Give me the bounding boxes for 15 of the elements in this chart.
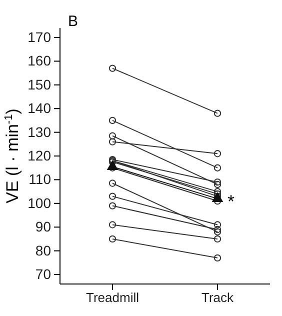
x-tick-label: Track xyxy=(201,290,234,306)
y-tick-label: 150 xyxy=(28,76,52,92)
y-tick-label: 110 xyxy=(28,171,52,188)
y-tick-label: 70 xyxy=(35,266,52,282)
y-tick-label: 170 xyxy=(28,28,52,45)
annotation: B xyxy=(68,13,78,30)
annotation: * xyxy=(228,192,235,212)
y-tick-label: 100 xyxy=(28,194,52,211)
y-tick-label: 160 xyxy=(28,52,52,69)
y-tick-label: 80 xyxy=(35,242,52,258)
y-tick-label: 90 xyxy=(35,218,52,235)
y-tick-label: 130 xyxy=(28,124,52,140)
x-tick-label: Treadmill xyxy=(86,290,140,306)
y-tick-label: 120 xyxy=(28,147,52,164)
y-tick-label: 140 xyxy=(28,100,52,116)
